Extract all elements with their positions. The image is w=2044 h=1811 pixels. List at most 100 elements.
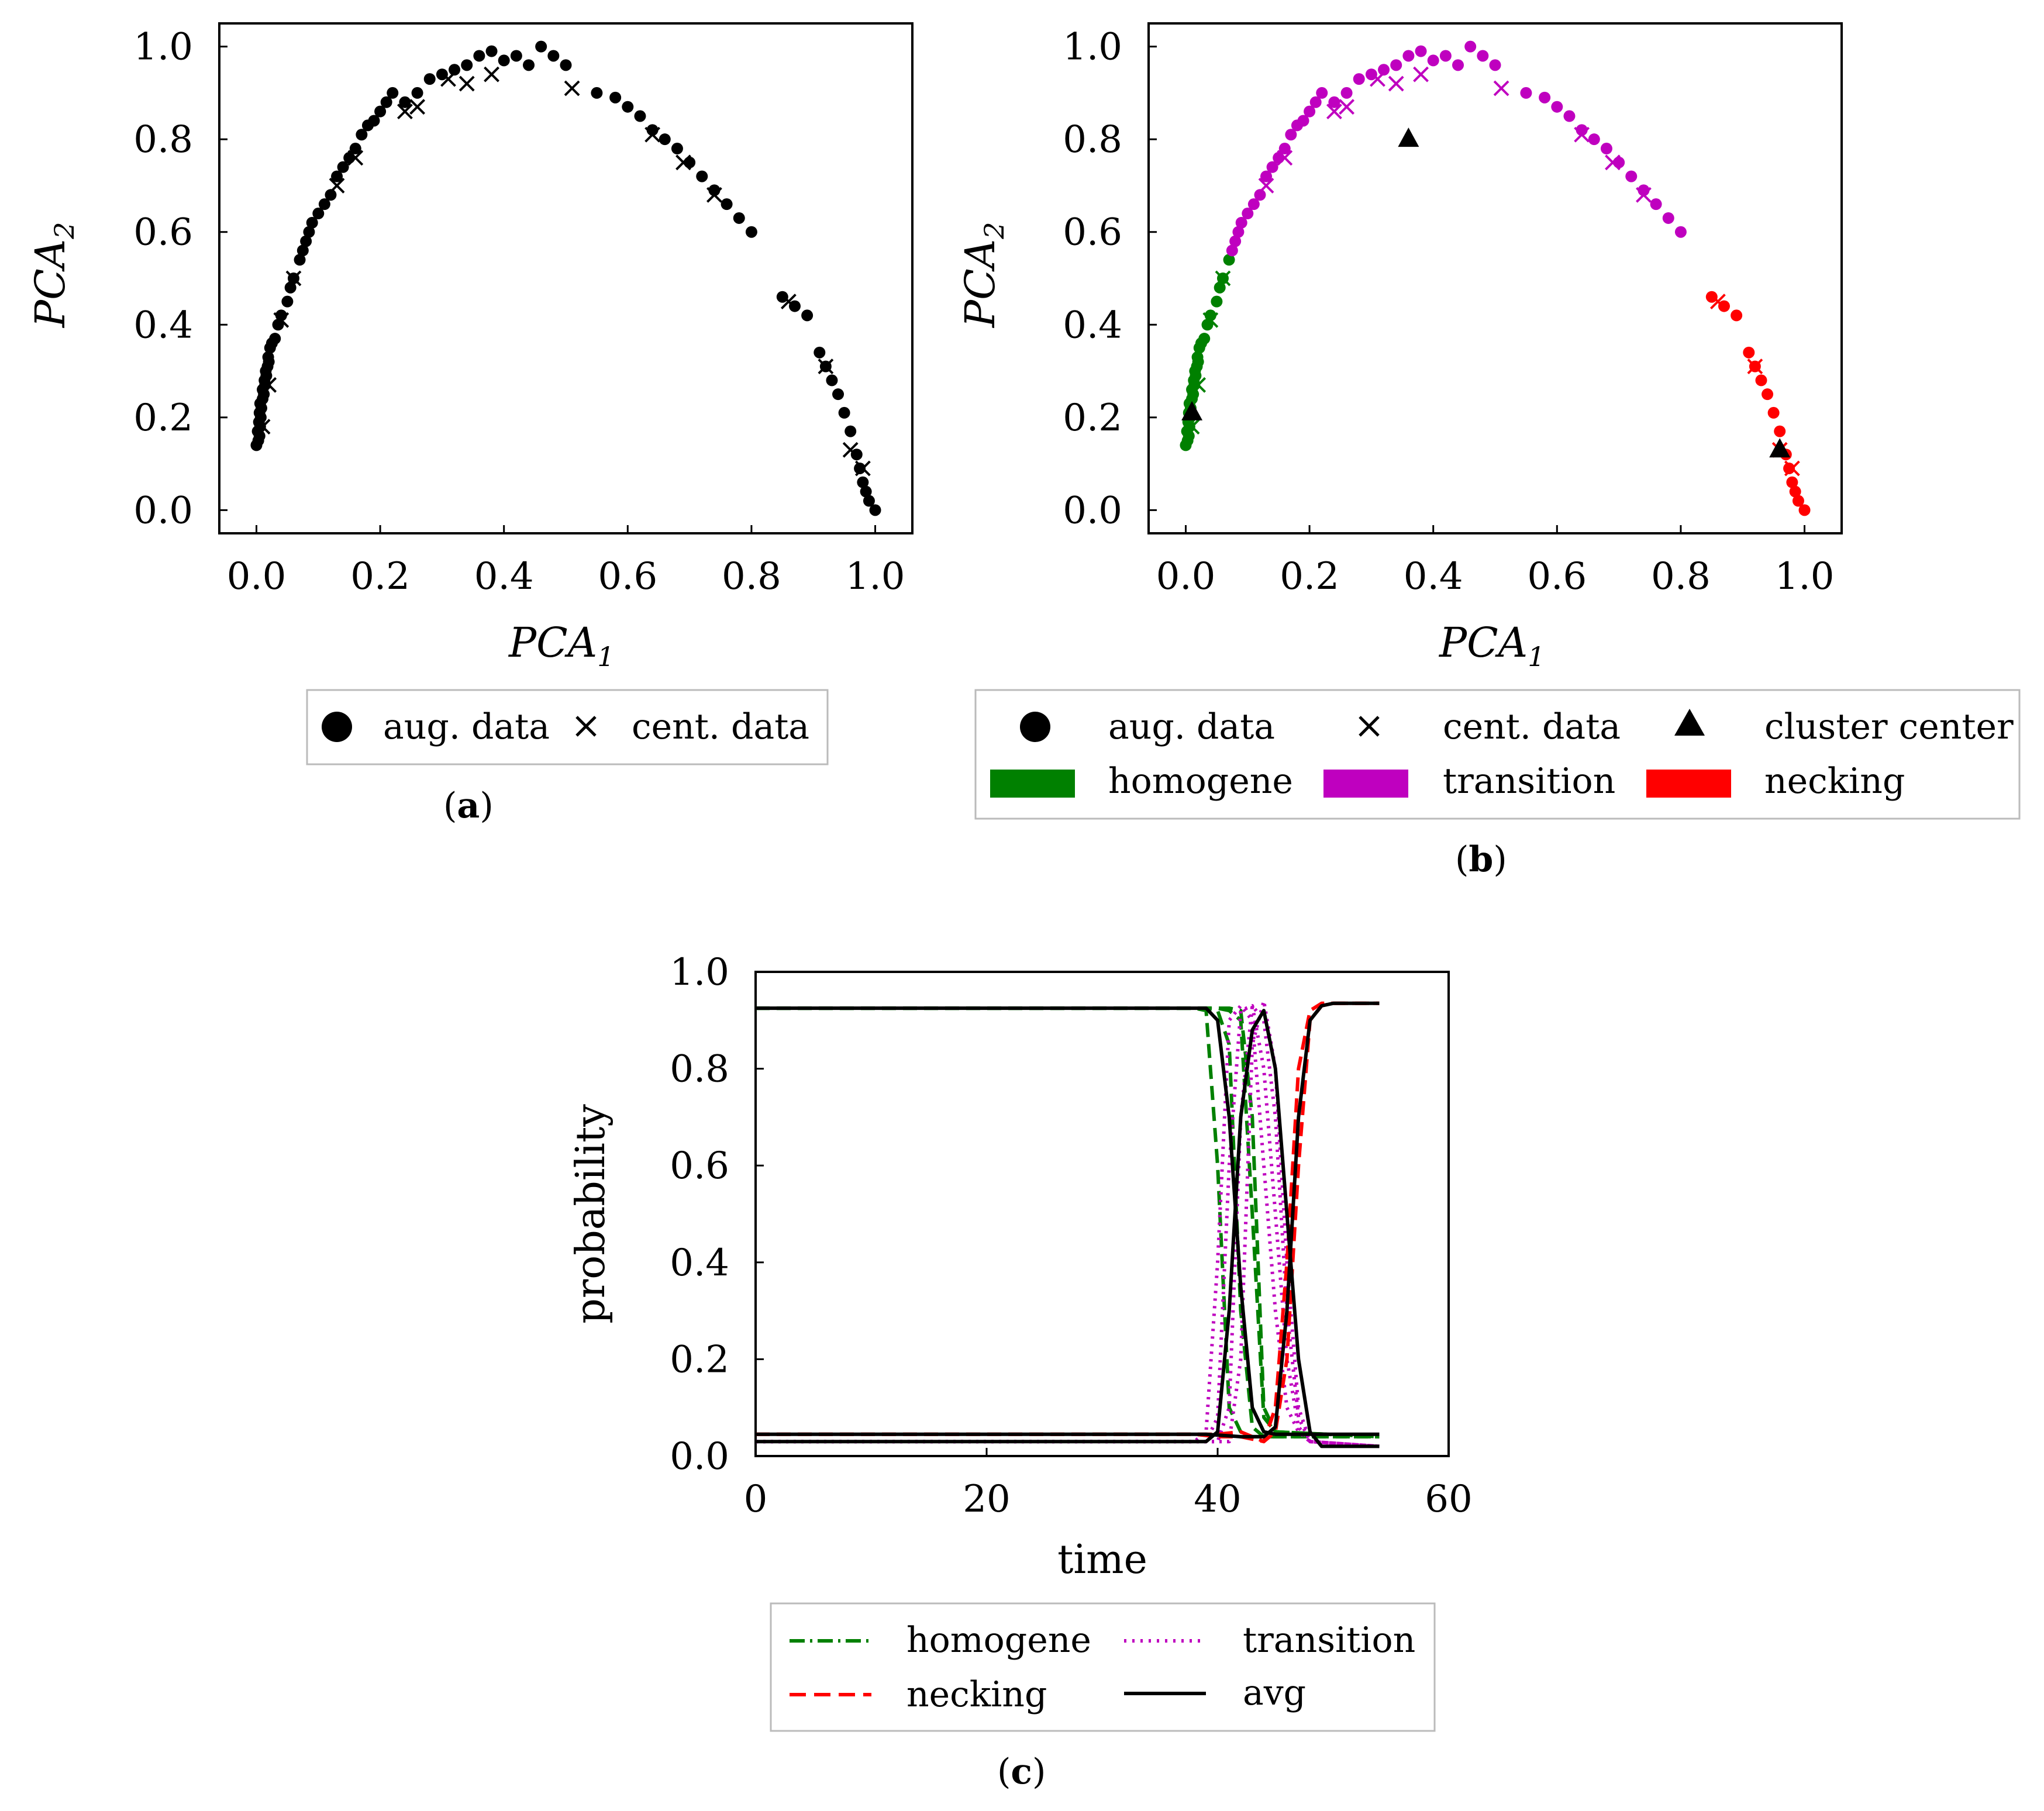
- cent-data-point: [1709, 294, 1726, 310]
- x-tick-label: 60: [1425, 1478, 1472, 1521]
- aug-data-point: [523, 59, 535, 71]
- aug-data-point: [1340, 87, 1353, 99]
- aug-data-point: [473, 50, 485, 62]
- legend-homogene-label: homogene: [906, 1620, 1091, 1661]
- aug-data-point: [1755, 374, 1767, 387]
- aug-data-point: [1563, 110, 1576, 122]
- homogene-series-line: [756, 1006, 1380, 1439]
- aug-data-point: [1613, 156, 1625, 168]
- aug-data-point: [281, 295, 294, 308]
- aug-data-point: [1266, 161, 1278, 173]
- panel-a-marks: [250, 40, 881, 516]
- legend-necking-patch: [1646, 770, 1731, 798]
- y-tick-label: 0.0: [670, 1435, 729, 1478]
- aug-data-point: [838, 406, 850, 419]
- homogene-series-line: [756, 1006, 1380, 1439]
- y-tick-label: 1.0: [670, 951, 729, 994]
- aug-data-point: [1260, 170, 1273, 182]
- aug-data-point: [622, 101, 634, 113]
- panel-a-ticks: 0.0 0.2 0.4 0.6 0.8 1.0 0.0 0.2 0.4 0.6 0.8 1.0: [133, 26, 905, 598]
- y-tick-label: 0.2: [670, 1338, 729, 1381]
- aug-data-point: [1415, 45, 1427, 57]
- cent-data-point: [1493, 80, 1509, 96]
- x-tick-label: 0.4: [474, 555, 534, 598]
- panel-c-y-axis-label: probability: [568, 1104, 614, 1324]
- panel-a: 0.0 0.2 0.4 0.6 0.8 1.0 0.0 0.2 0.4 0.6 0.8 1.0 PCA…: [26, 22, 914, 826]
- x-tick-label: 0.6: [1527, 555, 1587, 598]
- legend-transition-patch: [1323, 770, 1408, 798]
- aug-data-point: [1786, 476, 1798, 488]
- cent-data-point: [329, 178, 345, 194]
- aug-data-point: [294, 254, 306, 266]
- aug-data-point: [262, 351, 274, 363]
- legend-avg-label: avg: [1243, 1672, 1306, 1713]
- cent-data-point: [254, 419, 271, 435]
- aug-data-point: [1378, 64, 1390, 76]
- aug-data-point: [1774, 425, 1786, 437]
- panel-a-legend-box: [306, 689, 829, 765]
- aug-data-point: [671, 143, 683, 155]
- x-tick-label: 1.0: [846, 555, 905, 598]
- aug-data-point: [1439, 50, 1452, 62]
- aug-data-point: [745, 226, 757, 238]
- aug-data-point: [297, 244, 309, 257]
- y-tick-label: 0.8: [133, 118, 193, 161]
- aug-data-point: [845, 425, 857, 437]
- homogene-series-line: [756, 1006, 1380, 1439]
- y-tick-label: 0.4: [133, 303, 193, 347]
- aug-data-point: [461, 59, 473, 71]
- panel-c-plot-frame: [754, 971, 1450, 1457]
- aug-data-point: [1762, 388, 1774, 401]
- x-tick-label: 0: [744, 1478, 768, 1521]
- transition-series-line: [756, 1004, 1380, 1448]
- x-tick-label: 0.0: [227, 555, 287, 598]
- aug-data-point: [869, 504, 881, 516]
- panel-b-marks: [1180, 40, 1811, 516]
- aug-data-point: [854, 463, 866, 475]
- cent-data-point: [1388, 75, 1404, 92]
- aug-data-point: [325, 189, 337, 201]
- legend-cluster-center-label: cluster center: [1764, 706, 2014, 747]
- cent-data-point: [1605, 154, 1621, 171]
- x-tick-label: 0.0: [1156, 555, 1216, 598]
- avg-series-line: [756, 1001, 1380, 1439]
- aug-data-point: [1650, 198, 1662, 211]
- necking-series-line: [756, 1001, 1380, 1444]
- aug-data-point: [1285, 129, 1297, 141]
- legend-transition-label: transition: [1443, 761, 1615, 802]
- panel-c-ticks: 0 20 40 60 0.0 0.2 0.4 0.6 0.8 1.0: [670, 951, 1473, 1521]
- aug-data-point: [560, 59, 572, 71]
- aug-data-point: [1477, 50, 1489, 62]
- y-tick-label: 0.8: [1063, 118, 1122, 161]
- panel-c-marks: [756, 999, 1380, 1448]
- aug-data-point: [1551, 101, 1563, 113]
- aug-data-point: [1223, 254, 1235, 266]
- aug-data-point: [832, 388, 845, 401]
- aug-data-point: [857, 476, 869, 488]
- panel-c-legend-box: [770, 1602, 1436, 1732]
- aug-data-point: [1600, 143, 1612, 155]
- aug-data-point: [634, 110, 646, 122]
- cluster-center-point: [1181, 401, 1203, 420]
- legend-cent-data-marker: [1359, 716, 1380, 737]
- aug-data-point: [1191, 351, 1204, 363]
- panel-c-caption: (c): [997, 1751, 1046, 1792]
- panel-a-y-axis-label: PCA2: [26, 222, 80, 329]
- aug-data-point: [1520, 87, 1532, 99]
- aug-data-point: [1402, 50, 1415, 62]
- aug-data-point: [1625, 170, 1638, 182]
- cent-data-point: [564, 80, 580, 96]
- aug-data-point: [337, 161, 349, 173]
- aug-data-point: [368, 115, 380, 127]
- aug-data-point: [356, 129, 368, 141]
- aug-data-point: [1743, 346, 1755, 358]
- aug-data-point: [1767, 406, 1780, 419]
- aug-data-point: [659, 133, 671, 146]
- y-tick-label: 0.6: [133, 211, 193, 254]
- aug-data-point: [684, 156, 696, 168]
- transition-series-line: [756, 999, 1380, 1448]
- y-tick-label: 0.2: [133, 396, 193, 440]
- avg-series-line: [756, 1006, 1380, 1436]
- aug-data-point: [535, 40, 547, 53]
